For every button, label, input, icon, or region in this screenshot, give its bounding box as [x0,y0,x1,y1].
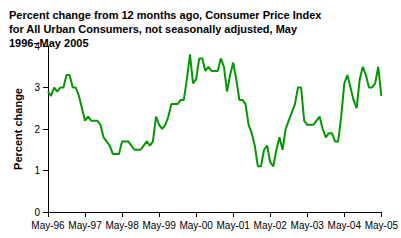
svg-text:Percent change from 12 months: Percent change from 12 months ago, Consu… [9,9,324,21]
svg-text:May-01: May-01 [217,220,251,231]
svg-text:for All Urban Consumers, not s: for All Urban Consumers, not seasonally … [9,23,300,35]
svg-text:May-96: May-96 [31,220,65,231]
svg-text:May-05: May-05 [365,220,399,231]
svg-text:1996–May 2005: 1996–May 2005 [9,37,89,49]
svg-text:0: 0 [34,207,40,218]
svg-text:May-03: May-03 [291,220,325,231]
svg-text:May-02: May-02 [254,220,288,231]
svg-text:Percent change: Percent change [12,88,24,170]
svg-text:May-98: May-98 [105,220,139,231]
svg-text:3: 3 [34,82,40,93]
svg-text:2: 2 [34,124,40,135]
svg-text:May-00: May-00 [179,220,213,231]
svg-text:1: 1 [34,165,40,176]
svg-text:May-99: May-99 [142,220,176,231]
svg-text:May-97: May-97 [68,220,102,231]
svg-text:May-04: May-04 [328,220,362,231]
